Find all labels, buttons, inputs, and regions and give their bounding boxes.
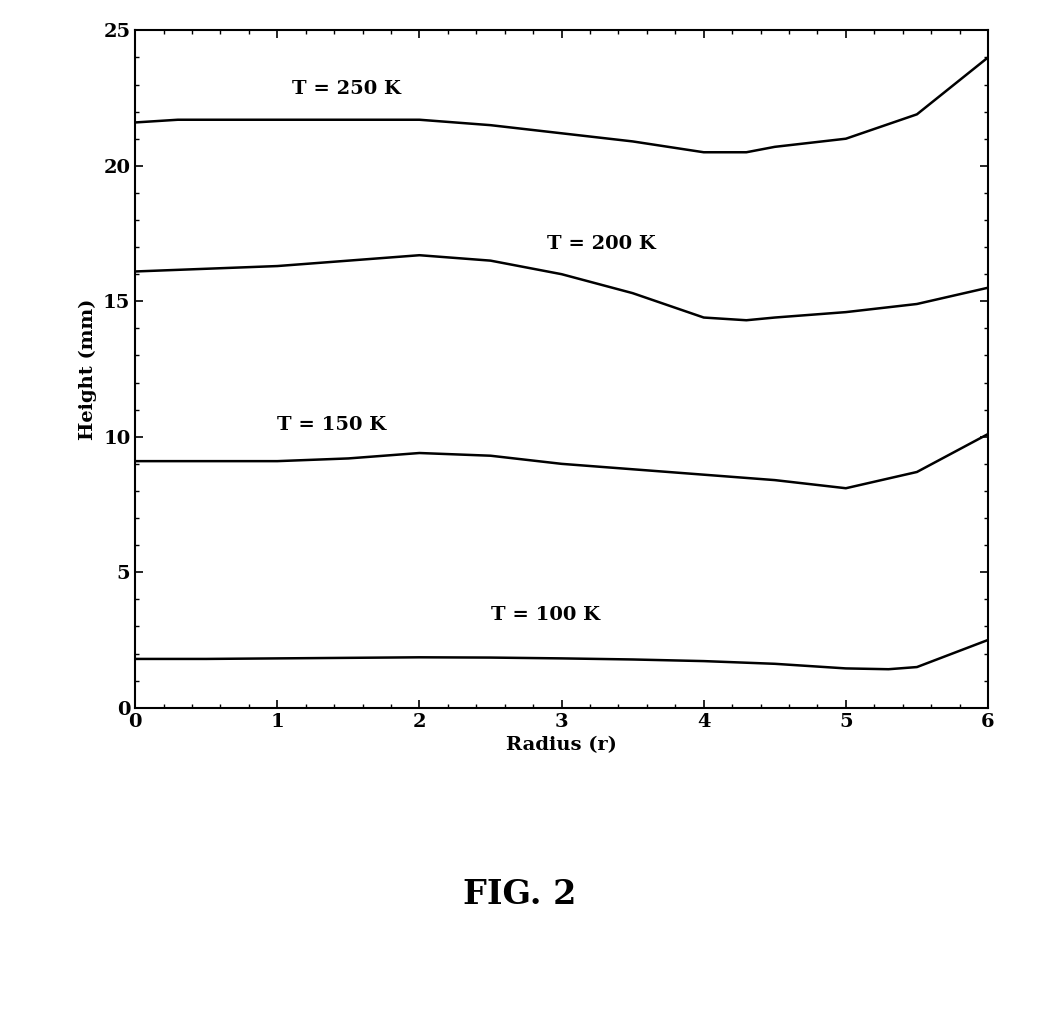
Text: T = 100 K: T = 100 K <box>491 606 599 624</box>
Text: T = 200 K: T = 200 K <box>547 235 656 253</box>
Text: T = 250 K: T = 250 K <box>291 80 400 98</box>
Text: T = 150 K: T = 150 K <box>278 417 387 434</box>
Y-axis label: Height (mm): Height (mm) <box>79 298 98 440</box>
Text: FIG. 2: FIG. 2 <box>463 879 577 911</box>
X-axis label: Radius (r): Radius (r) <box>506 736 617 754</box>
